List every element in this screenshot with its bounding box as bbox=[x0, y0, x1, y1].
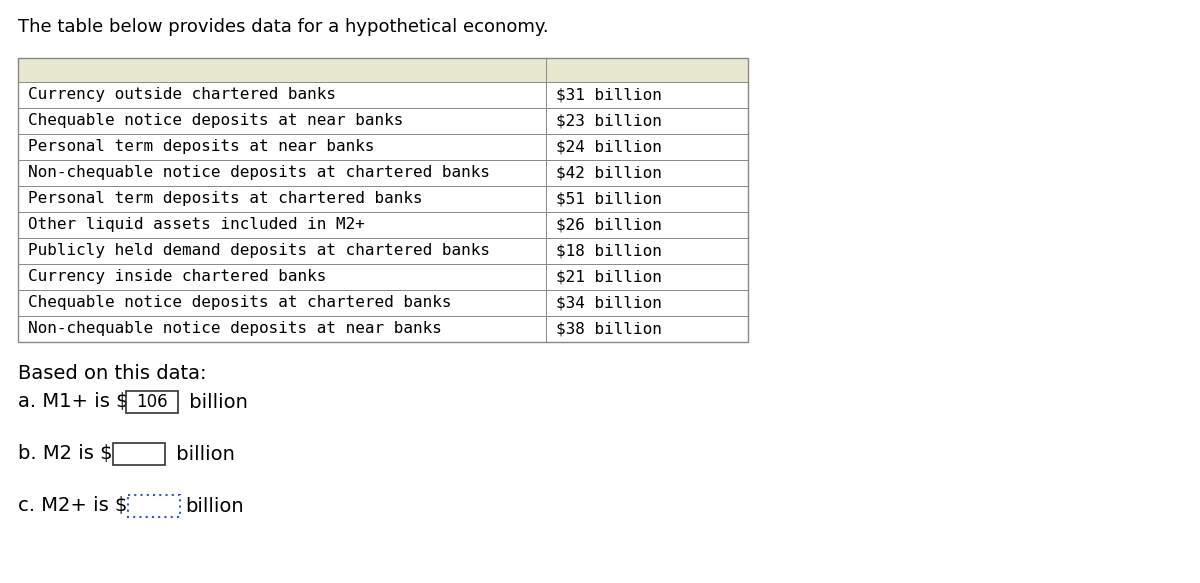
Text: billion: billion bbox=[182, 392, 248, 412]
Text: $34 billion: $34 billion bbox=[556, 296, 662, 311]
Text: 106: 106 bbox=[136, 393, 168, 411]
Text: $42 billion: $42 billion bbox=[556, 166, 662, 181]
Text: Currency inside chartered banks: Currency inside chartered banks bbox=[28, 269, 326, 285]
Text: Chequable notice deposits at chartered banks: Chequable notice deposits at chartered b… bbox=[28, 296, 451, 311]
Text: b. M2 is $: b. M2 is $ bbox=[18, 444, 113, 463]
Text: billion: billion bbox=[185, 497, 244, 515]
Bar bbox=[18, 134, 748, 160]
Bar bbox=[18, 58, 748, 82]
Text: Other liquid assets included in M2+: Other liquid assets included in M2+ bbox=[28, 217, 365, 233]
Text: Currency outside chartered banks: Currency outside chartered banks bbox=[28, 87, 336, 103]
Bar bbox=[18, 108, 748, 134]
Text: $31 billion: $31 billion bbox=[556, 87, 662, 103]
Text: billion: billion bbox=[170, 444, 235, 463]
Text: Non-chequable notice deposits at near banks: Non-chequable notice deposits at near ba… bbox=[28, 321, 442, 336]
Text: $21 billion: $21 billion bbox=[556, 269, 662, 285]
Text: $23 billion: $23 billion bbox=[556, 114, 662, 128]
Text: c. M2+ is $: c. M2+ is $ bbox=[18, 497, 127, 515]
Text: Publicly held demand deposits at chartered banks: Publicly held demand deposits at charter… bbox=[28, 244, 490, 258]
Bar bbox=[18, 186, 748, 212]
Text: Personal term deposits at near banks: Personal term deposits at near banks bbox=[28, 139, 374, 154]
Bar bbox=[18, 212, 748, 238]
Bar bbox=[18, 316, 748, 342]
Text: $38 billion: $38 billion bbox=[556, 321, 662, 336]
Text: $24 billion: $24 billion bbox=[556, 139, 662, 154]
Text: $18 billion: $18 billion bbox=[556, 244, 662, 258]
Bar bbox=[18, 82, 748, 108]
Text: $26 billion: $26 billion bbox=[556, 217, 662, 233]
Bar bbox=[18, 160, 748, 186]
Text: a. M1+ is $: a. M1+ is $ bbox=[18, 392, 128, 412]
Bar bbox=[113, 443, 166, 465]
Text: Chequable notice deposits at near banks: Chequable notice deposits at near banks bbox=[28, 114, 403, 128]
Bar bbox=[18, 290, 748, 316]
Text: Non-chequable notice deposits at chartered banks: Non-chequable notice deposits at charter… bbox=[28, 166, 490, 181]
Bar bbox=[18, 58, 748, 342]
Bar bbox=[18, 238, 748, 264]
Text: The table below provides data for a hypothetical economy.: The table below provides data for a hypo… bbox=[18, 18, 548, 36]
Text: $51 billion: $51 billion bbox=[556, 191, 662, 206]
Text: Based on this data:: Based on this data: bbox=[18, 364, 206, 383]
Bar bbox=[18, 264, 748, 290]
Bar bbox=[126, 391, 178, 413]
Text: Personal term deposits at chartered banks: Personal term deposits at chartered bank… bbox=[28, 191, 422, 206]
Bar bbox=[128, 495, 180, 517]
